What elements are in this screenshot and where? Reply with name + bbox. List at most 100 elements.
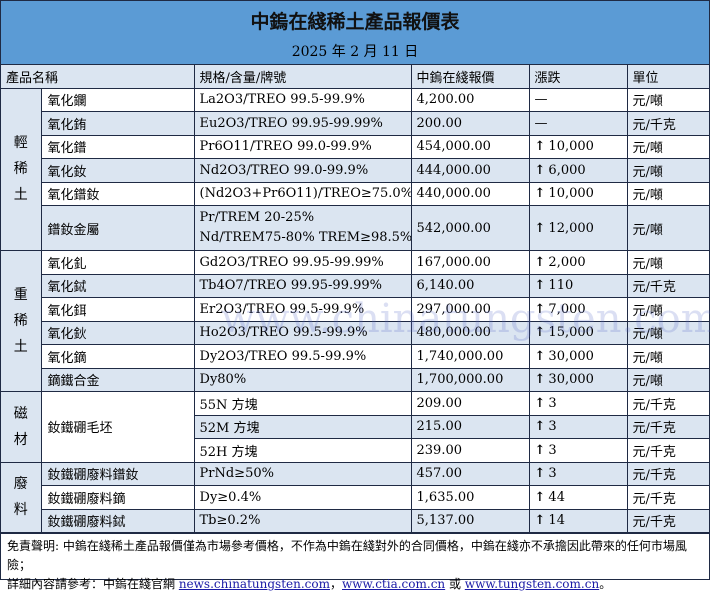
product-name: 釹鐵硼毛坯	[40, 391, 195, 463]
price: 1,635.00	[410, 485, 530, 510]
price: 215.00	[410, 414, 530, 439]
price: 542,000.00	[410, 205, 530, 251]
unit: 元/千克	[626, 461, 710, 486]
table-row: 釹鐵硼廢料鏑 Dy≥0.4% 1,635.00 ↑ 44 元/千克	[1, 485, 710, 510]
table-row: 釹鐵硼廢料鋱 Tb≥0.2% 5,137.00 ↑ 14 元/千克	[1, 508, 710, 533]
unit: 元/噸	[626, 181, 710, 206]
up-arrow-icon: ↑	[534, 395, 546, 411]
price: 444,000.00	[410, 158, 530, 183]
unit: 元/千克	[626, 414, 710, 439]
product-name: 氧化鐠	[41, 134, 195, 159]
up-arrow-icon: ↑	[534, 442, 546, 458]
unit: 元/噸	[626, 87, 710, 112]
product-name: 氧化釓	[40, 250, 195, 275]
change: ↑ 44	[528, 485, 628, 510]
spec: Dy≥0.4%	[193, 485, 412, 510]
unit: 元/千克	[626, 273, 710, 298]
up-arrow-icon: ↑	[534, 301, 546, 317]
unit: 元/噸	[626, 297, 710, 322]
price: 457.00	[410, 461, 530, 486]
up-arrow-icon: ↑	[534, 254, 546, 270]
spec: PrNd≥50%	[193, 461, 412, 486]
spec: Dy80%	[193, 367, 412, 392]
product-name: 釹鐵硼廢料鐠釹	[40, 461, 195, 486]
change: ↑ 14	[528, 508, 628, 533]
price: 200.00	[410, 111, 530, 136]
change: ↑ 30,000	[528, 344, 628, 369]
product-name: 氧化釹	[41, 158, 195, 183]
change: ↑ 10,000	[528, 134, 628, 159]
change: ↑ 6,000	[528, 158, 628, 183]
up-arrow-icon: ↑	[534, 419, 546, 435]
product-name: 氧化鋱	[41, 273, 195, 298]
change: ↑ 3	[528, 414, 628, 439]
header-spec: 規格/含量/牌號	[193, 65, 412, 89]
price-table: 產品名稱 規格/含量/牌號 中鎢在綫報價 漲跌 單位 輕稀土 氧化鑭 La2O3/T…	[1, 65, 710, 533]
separator: ，	[329, 577, 342, 591]
up-arrow-icon: ↑	[534, 466, 546, 482]
separator: 或	[445, 577, 465, 591]
category-magnet: 磁材	[1, 391, 42, 463]
unit: 元/千克	[626, 508, 710, 533]
price: 239.00	[410, 438, 530, 463]
price: 440,000.00	[410, 181, 530, 206]
page-title: 中鎢在綫稀土產品報價表	[1, 1, 709, 41]
product-name: 氧化銪	[41, 111, 195, 136]
price: 4,200.00	[410, 87, 530, 112]
change: —	[528, 111, 628, 136]
spec: Eu2O3/TREO 99.95-99.99%	[193, 111, 412, 136]
change: ↑ 15,000	[528, 320, 628, 345]
table-row: 重稀土 氧化釓 Gd2O3/TREO 99.95-99.99% 167,000.00 ↑…	[1, 250, 710, 392]
up-arrow-icon: ↑	[534, 513, 546, 529]
product-name: 鐠釹金屬	[41, 205, 195, 251]
header-name: 產品名稱	[1, 65, 195, 89]
link-chinatungsten[interactable]: news.chinatungsten.com	[178, 577, 330, 591]
link-tungsten[interactable]: www.tungsten.com.cn	[464, 577, 600, 591]
table-row: 氧化釹 Nd2O3/TREO 99.0-99.9% 444,000.00 ↑ 6,000…	[1, 158, 710, 183]
change: ↑ 30,000	[528, 367, 628, 392]
up-arrow-icon: ↑	[534, 372, 546, 388]
link-ctia[interactable]: www.ctia.com.cn	[342, 577, 446, 591]
spec: Nd2O3/TREO 99.0-99.9%	[193, 158, 412, 183]
category-heavy: 重稀土	[1, 250, 42, 392]
change: ↑ 10,000	[528, 181, 628, 206]
product-name: 氧化鉺	[41, 297, 195, 322]
table-row: 氧化銪 Eu2O3/TREO 99.95-99.99% 200.00— 元/千克	[1, 111, 710, 136]
spec: 52H 方塊	[194, 438, 412, 463]
unit: 元/噸	[626, 320, 710, 345]
price: 480,000.00	[410, 320, 530, 345]
table-row: 氧化鉺 Er2O3/TREO 99.5-99.9% 297,000.00 ↑ 7,000…	[1, 297, 710, 322]
table-row: 鐠釹金屬 Pr/TREM 20-25% Nd/TREM75-80% TREM≥98.…	[1, 205, 710, 251]
price: 454,000.00	[410, 134, 530, 159]
table-row: 氧化鐠 Pr6O11/TREO 99.0-99.9% 454,000.00 ↑ 10,0…	[1, 134, 710, 159]
product-name: 氧化鐠釹	[41, 181, 195, 206]
product-name: 氧化鏑	[41, 344, 195, 369]
header-change: 漲跌	[528, 65, 628, 89]
product-name: 釹鐵硼廢料鏑	[41, 485, 195, 510]
table-row: 52H 方塊 239.00 ↑ 3 元/千克	[1, 438, 710, 463]
spec: 55N 方塊	[193, 391, 412, 416]
disclaimer: 免責聲明: 中鎢在綫稀土產品報價僅為市場參考價格，不作為中鎢在綫對外的合同價格，…	[7, 539, 687, 572]
spec: Tb≥0.2%	[193, 508, 412, 533]
up-arrow-icon: ↑	[534, 325, 546, 341]
table-row: 鏑鐵合金 Dy80% 1,700,000.00 ↑ 30,000 元/噸	[1, 367, 710, 392]
price: 167,000.00	[410, 250, 530, 275]
spec: (Nd2O3+Pr6O11)/TREO≥75.0%	[193, 181, 412, 206]
up-arrow-icon: ↑	[534, 348, 546, 364]
change: ↑ 110	[528, 273, 628, 298]
unit: 元/噸	[626, 134, 710, 159]
table-row: 氧化鏑 Dy2O3/TREO 99.5-99.9% 1,740,000.00 ↑ 30,…	[1, 344, 710, 369]
price: 297,000.00	[410, 297, 530, 322]
price: 209.00	[410, 391, 530, 416]
change: —	[528, 87, 628, 112]
unit: 元/千克	[626, 391, 710, 416]
header-unit: 單位	[626, 65, 710, 89]
product-name: 氧化鑭	[40, 87, 195, 112]
table-row: 氧化鐠釹 (Nd2O3+Pr6O11)/TREO≥75.0% 440,000.00 ↑…	[1, 181, 710, 206]
unit: 元/千克	[626, 438, 710, 463]
change: ↑ 3	[528, 461, 628, 486]
date: 2025 年 2 月 11 日	[1, 41, 709, 65]
unit: 元/噸	[626, 158, 710, 183]
price: 6,140.00	[410, 273, 530, 298]
table-header: 產品名稱 規格/含量/牌號 中鎢在綫報價 漲跌 單位	[1, 65, 710, 89]
